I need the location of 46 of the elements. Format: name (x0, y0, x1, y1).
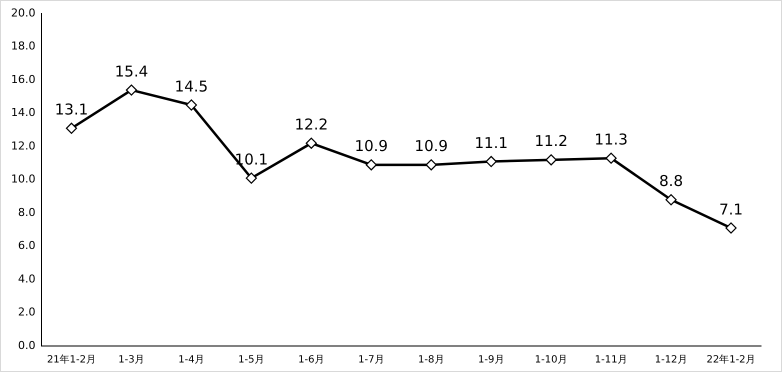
x-tick-label: 1-10月 (534, 354, 568, 366)
y-tick-label: 20.0 (10, 6, 36, 20)
point (546, 154, 557, 166)
point (486, 156, 497, 168)
data-label: 11.1 (474, 134, 508, 152)
point (306, 138, 317, 149)
point (66, 122, 78, 134)
data-label: 8.8 (659, 172, 683, 190)
x-tick-label: 22年1-2月 (706, 354, 756, 366)
x-tick-label: 1-7月 (358, 354, 384, 366)
x-tick-label: 1-12月 (654, 354, 688, 366)
data-label: 10.9 (414, 137, 448, 156)
x-tick-label: 1-6月 (298, 354, 324, 366)
point (725, 222, 737, 234)
point (186, 99, 197, 111)
x-tick-label: 1-11月 (594, 354, 628, 366)
data-label: 13.1 (54, 100, 88, 119)
y-tick-label: 6.0 (18, 239, 36, 252)
point (665, 194, 677, 206)
y-tick-label: 10.0 (10, 172, 36, 186)
point (606, 152, 617, 164)
point (126, 84, 138, 96)
y-tick-label: 12.0 (10, 139, 36, 152)
x-tick-label: 1-3月 (118, 354, 145, 366)
point (366, 159, 377, 170)
point (426, 159, 437, 170)
point (246, 172, 257, 184)
data-label: 11.2 (534, 132, 568, 150)
y-tick-label: 14.0 (10, 106, 36, 120)
x-tick-label: 1-9月 (478, 354, 504, 366)
x-tick-label: 1-4月 (178, 354, 205, 366)
x-tick-label: 1-5月 (238, 354, 265, 366)
y-tick-label: 16.0 (10, 72, 36, 86)
data-label: 10.9 (354, 137, 388, 156)
data-label: 12.2 (294, 116, 328, 134)
x-tick-label: 21年1-2月 (46, 354, 96, 366)
data-label: 14.5 (174, 77, 208, 96)
data-label: 11.3 (594, 130, 628, 149)
y-tick-label: 8.0 (18, 206, 36, 219)
x-tick-label: 1-8月 (418, 354, 444, 366)
y-tick-label: 4.0 (18, 272, 36, 286)
data-label: 15.4 (114, 62, 148, 80)
y-tick-label: 18.0 (10, 40, 36, 53)
y-tick-label: 0.0 (18, 338, 36, 352)
y-tick-label: 2.0 (18, 306, 36, 319)
data-label: 7.1 (719, 200, 743, 218)
